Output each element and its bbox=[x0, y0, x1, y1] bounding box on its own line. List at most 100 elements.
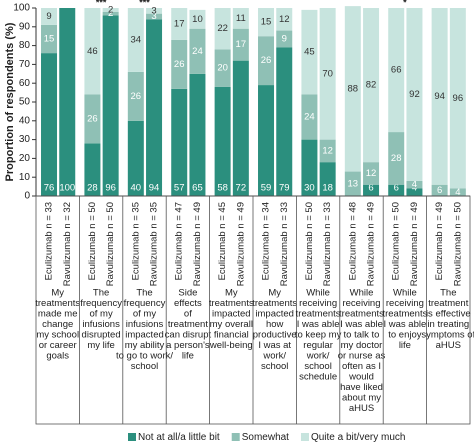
bar-segment bbox=[146, 19, 163, 197]
y-tick-label: 80 bbox=[19, 40, 31, 51]
y-tick-label: 100 bbox=[13, 3, 30, 14]
bar-segment bbox=[41, 53, 58, 197]
group-label: treatments bbox=[382, 309, 427, 320]
bar-segment bbox=[214, 86, 231, 196]
group-label: I was at bbox=[258, 340, 291, 351]
group-label: a person's bbox=[166, 340, 210, 351]
value-label: 12 bbox=[279, 14, 290, 25]
bar-segment bbox=[388, 132, 405, 185]
bar-segment bbox=[102, 15, 119, 196]
group-label: aHUS bbox=[436, 340, 461, 351]
y-tick-label: 30 bbox=[19, 134, 31, 145]
value-label: 9 bbox=[282, 34, 287, 45]
x-tick-label: Ravulizumab n = 50 bbox=[105, 202, 116, 286]
bar-segment bbox=[363, 162, 380, 185]
bar-segment bbox=[84, 94, 101, 144]
bar-segment bbox=[319, 162, 336, 196]
value-label: 18 bbox=[322, 183, 333, 194]
bar-segment bbox=[276, 47, 293, 197]
value-label: 58 bbox=[217, 183, 228, 194]
bar-segment bbox=[171, 8, 188, 40]
group-label: receiving bbox=[386, 298, 424, 309]
group-label: My bbox=[51, 288, 64, 299]
group-label: Side bbox=[178, 288, 197, 299]
value-label: 76 bbox=[44, 183, 55, 194]
value-label: 26 bbox=[87, 113, 98, 124]
value-label: 22 bbox=[217, 23, 228, 34]
x-tick-label: Ravulizumab n = 49 bbox=[409, 202, 420, 286]
bar-segment bbox=[232, 8, 249, 29]
bar-segment bbox=[301, 94, 318, 140]
x-tick-label: Ravulizumab n = 49 bbox=[366, 202, 377, 286]
bar-segment bbox=[84, 143, 101, 196]
value-label: 30 bbox=[304, 183, 315, 194]
group-label: to go to work/ bbox=[116, 351, 173, 362]
group-label: productive bbox=[253, 330, 297, 341]
group-label: The bbox=[136, 288, 152, 299]
legend-label: Quite a bit/very much bbox=[311, 432, 405, 443]
x-tick-label: Eculizumab n = 50 bbox=[391, 202, 402, 280]
group-label: life bbox=[182, 351, 194, 362]
group-label: life bbox=[399, 340, 411, 351]
group-label: impacted bbox=[255, 309, 294, 320]
significance: *** bbox=[96, 0, 107, 7]
legend-swatch bbox=[128, 433, 136, 441]
group-label: how bbox=[266, 319, 284, 330]
value-label: 11 bbox=[236, 13, 246, 24]
bar-segment bbox=[102, 11, 119, 16]
x-tick-label: Eculizumab n = 33 bbox=[44, 202, 55, 280]
bar-segment bbox=[431, 184, 448, 196]
group-label: aHUS bbox=[349, 403, 374, 414]
value-label: 6 bbox=[394, 183, 399, 194]
group-label: impacted bbox=[212, 309, 251, 320]
legend-swatch bbox=[300, 433, 309, 441]
y-axis-title: Proportion of respondents (%) bbox=[4, 22, 16, 181]
bar-segment bbox=[127, 120, 144, 196]
x-tick-label: Ravulizumab n = 32 bbox=[62, 202, 73, 286]
bar-segment bbox=[449, 8, 466, 189]
bar-segment bbox=[127, 8, 144, 72]
value-label: 26 bbox=[131, 91, 142, 102]
legend-label: Not at all/a little bit bbox=[138, 432, 220, 443]
significance: *** bbox=[139, 0, 150, 7]
bar-segment bbox=[388, 8, 405, 133]
x-tick-label: Ravulizumab n = 50 bbox=[452, 202, 463, 286]
bar-segment bbox=[258, 36, 275, 86]
value-label: 66 bbox=[391, 65, 402, 76]
group-label: would bbox=[348, 372, 374, 383]
value-label: 6 bbox=[368, 183, 373, 194]
group-label: I was able bbox=[384, 319, 427, 330]
group-label: treatment bbox=[428, 298, 468, 309]
value-label: 20 bbox=[217, 63, 228, 74]
bar-segment bbox=[363, 184, 380, 196]
value-label: 24 bbox=[192, 46, 203, 57]
value-label: 72 bbox=[236, 183, 247, 194]
group-label: The bbox=[93, 288, 109, 299]
group-label: work/ bbox=[262, 351, 286, 362]
value-label: 40 bbox=[131, 183, 142, 194]
bar-segment bbox=[344, 6, 361, 172]
bar-segment bbox=[449, 188, 466, 196]
bar-segment bbox=[41, 24, 58, 54]
value-label: 10 bbox=[192, 14, 203, 25]
legend-label: Somewhat bbox=[242, 432, 289, 443]
group-label: infusions bbox=[126, 319, 164, 330]
y-tick-label: 60 bbox=[19, 78, 31, 89]
group-label: to enjoy bbox=[388, 330, 422, 341]
bar-segment bbox=[258, 85, 275, 196]
group-label: receiving bbox=[342, 298, 380, 309]
x-tick-label: Ravulizumab n = 35 bbox=[149, 202, 160, 286]
value-label: 96 bbox=[453, 93, 464, 104]
bar-segment bbox=[431, 8, 448, 185]
bar-segment bbox=[171, 39, 188, 89]
value-label: 12 bbox=[322, 145, 333, 156]
value-label: 4 bbox=[412, 179, 417, 190]
group-label: school bbox=[261, 361, 288, 372]
y-tick-label: 70 bbox=[19, 59, 31, 70]
group-label: While bbox=[306, 288, 330, 299]
value-label: 82 bbox=[366, 80, 377, 91]
y-tick-label: 90 bbox=[19, 21, 31, 32]
bar-segment bbox=[214, 8, 231, 50]
x-tick-label: Eculizumab n = 35 bbox=[130, 202, 141, 280]
